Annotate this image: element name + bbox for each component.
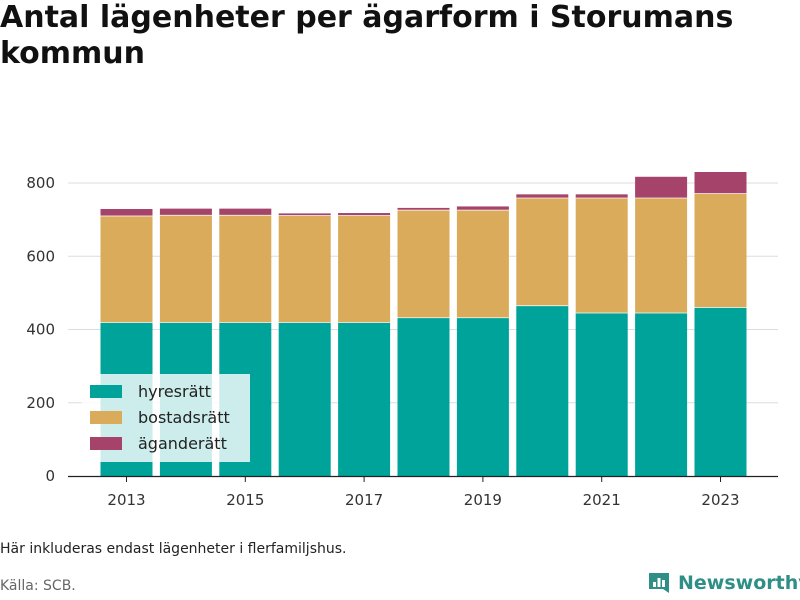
legend-swatch-bostadsratt: [90, 410, 122, 424]
bar-segment[interactable]: [456, 209, 509, 318]
bar-segment[interactable]: [397, 317, 450, 476]
bar-segment[interactable]: [635, 197, 688, 313]
bar-segment[interactable]: [397, 207, 450, 210]
footnote: Här inkluderas endast lägenheter i flerf…: [0, 541, 347, 557]
bar-segment[interactable]: [278, 322, 331, 476]
bar-segment[interactable]: [219, 208, 272, 215]
bar-segment[interactable]: [278, 215, 331, 323]
bar-segment[interactable]: [338, 215, 391, 323]
bar-segment[interactable]: [159, 208, 212, 215]
legend: hyresrätt bostadsrätt äganderätt: [82, 374, 250, 462]
legend-swatch-hyresratt: [90, 384, 122, 398]
bar-segment[interactable]: [575, 197, 628, 313]
source-text: Källa: SCB.: [0, 578, 76, 594]
newsworthy-logo-icon: [649, 573, 669, 593]
bar-segment[interactable]: [635, 312, 688, 476]
bar-segment[interactable]: [278, 213, 331, 216]
x-tick-label: 2013: [107, 491, 145, 509]
y-tick-label: 800: [26, 174, 55, 192]
bar-segment[interactable]: [516, 194, 569, 198]
bar-segment[interactable]: [575, 194, 628, 198]
legend-item-hyresratt[interactable]: hyresrätt: [90, 379, 211, 403]
bar-segment[interactable]: [456, 317, 509, 476]
legend-label-aganderatt: äganderätt: [138, 433, 227, 453]
y-axis: 0 200 400 600 800: [26, 174, 55, 485]
y-tick-label: 200: [26, 394, 55, 412]
legend-swatch-aganderatt: [90, 436, 122, 450]
bar-segment[interactable]: [694, 172, 747, 194]
bar-segment[interactable]: [219, 214, 272, 323]
brand-name: Newsworthy: [678, 572, 800, 594]
y-tick-label: 600: [26, 247, 55, 265]
bar-segment[interactable]: [338, 213, 391, 216]
bar-segment[interactable]: [159, 214, 212, 323]
legend-item-aganderatt[interactable]: äganderätt: [90, 431, 227, 455]
legend-item-bostadsratt[interactable]: bostadsrätt: [90, 405, 230, 429]
bar-segment[interactable]: [397, 209, 450, 318]
bar-segment[interactable]: [338, 322, 391, 476]
bar-segment[interactable]: [456, 206, 509, 210]
y-tick-label: 400: [26, 321, 55, 339]
x-tick-label: 2019: [464, 491, 502, 509]
chart-title: Antal lägenheter per ägarform i Storuman…: [0, 0, 734, 71]
x-axis: 2013 2015 2017 2019 2021 2023: [68, 475, 778, 509]
bar-segment[interactable]: [100, 215, 153, 323]
bar-segment[interactable]: [575, 312, 628, 476]
bar-segment[interactable]: [635, 176, 688, 198]
x-tick-label: 2021: [583, 491, 621, 509]
bar-segment[interactable]: [516, 197, 569, 306]
bar-segment[interactable]: [694, 307, 747, 476]
brand-logo[interactable]: Newsworthy: [646, 570, 800, 596]
legend-label-bostadsratt: bostadsrätt: [138, 407, 230, 427]
x-tick-label: 2015: [226, 491, 264, 509]
bar-segment[interactable]: [694, 193, 747, 308]
x-tick-label: 2017: [345, 491, 383, 509]
y-tick-label: 0: [45, 467, 55, 485]
x-tick-label: 2023: [701, 491, 739, 509]
bar-segment[interactable]: [516, 305, 569, 476]
legend-label-hyresratt: hyresrätt: [138, 381, 211, 401]
bar-segment[interactable]: [100, 209, 153, 216]
